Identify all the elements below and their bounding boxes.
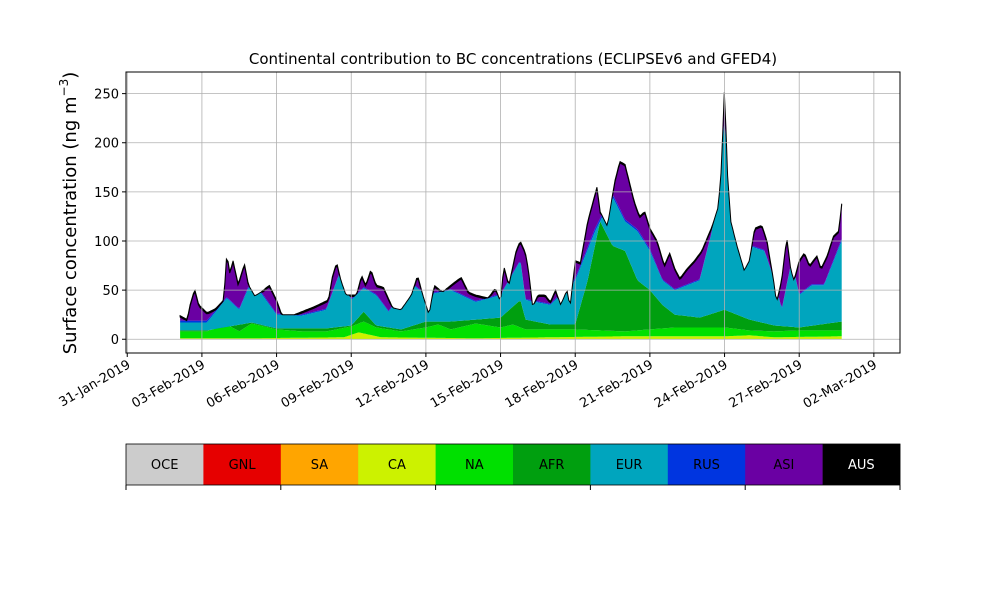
x-tick-label: 27-Feb-2019 <box>727 357 806 411</box>
y-tick-label: 100 <box>94 235 119 250</box>
legend-swatch-afr <box>513 444 591 485</box>
legend-swatch-oce <box>126 444 204 485</box>
legend-swatch-rus <box>667 444 746 485</box>
x-tick-label: 21-Feb-2019 <box>577 357 656 411</box>
legend-swatch-gnl <box>203 444 282 485</box>
legend-label-aus: AUS <box>848 458 875 473</box>
legend-swatch-aus <box>822 444 901 485</box>
x-tick-label: 18-Feb-2019 <box>503 357 582 411</box>
x-tick-label: 02-Mar-2019 <box>801 357 880 411</box>
x-axis-ticks: 31-Jan-201903-Feb-201906-Feb-201909-Feb-… <box>57 353 880 412</box>
legend-label-rus: RUS <box>693 458 720 473</box>
area-aus <box>179 92 843 322</box>
legend-label-eur: EUR <box>616 458 643 473</box>
legend-frame <box>125 443 901 486</box>
legend-label-asi: ASI <box>773 458 794 473</box>
x-tick-label: 24-Feb-2019 <box>652 357 731 411</box>
x-tick-label: 15-Feb-2019 <box>428 357 507 411</box>
area-eur <box>180 125 842 331</box>
legend-swatch-ca <box>358 444 436 485</box>
grid-lines <box>126 72 900 353</box>
y-tick-label: 0 <box>111 333 119 348</box>
y-tick-label: 200 <box>94 137 119 152</box>
chart-title: Continental contribution to BC concentra… <box>249 50 777 68</box>
x-tick-label: 06-Feb-2019 <box>204 357 283 411</box>
color-legend: OCE GNL SA CA NA AFR EUR RUS ASI AUS <box>125 443 901 490</box>
area-na <box>180 321 842 339</box>
x-tick-label: 03-Feb-2019 <box>129 357 208 411</box>
plot-area: 0 50 100 150 200 250 31-Jan-201903-Feb-201906… <box>57 71 901 412</box>
x-tick-label: 09-Feb-2019 <box>279 357 358 411</box>
legend-label-oce: OCE <box>151 458 179 473</box>
y-tick-label: 50 <box>102 284 119 299</box>
x-tick-label: 12-Feb-2019 <box>353 357 432 411</box>
y-axis-label-close: ) <box>60 72 81 79</box>
stacked-areas <box>179 92 843 340</box>
plot-frame <box>125 71 901 354</box>
legend-label-gnl: GNL <box>229 458 257 473</box>
legend-swatch-sa <box>280 444 359 485</box>
legend-swatch-asi <box>745 444 823 485</box>
legend-label-afr: AFR <box>539 458 564 473</box>
legend-label-na: NA <box>465 458 484 473</box>
y-tick-label: 250 <box>94 88 119 103</box>
x-tick-label: 31-Jan-2019 <box>57 357 134 410</box>
area-afr <box>180 221 842 332</box>
y-axis-ticks: 0 50 100 150 200 250 <box>94 88 126 348</box>
y-axis-label-sup: −3 <box>57 79 71 97</box>
y-axis-label-main: Surface concentration (ng m <box>60 96 81 354</box>
y-tick-label: 150 <box>94 186 119 201</box>
y-axis-label: Surface concentration (ng m−3) <box>57 72 81 355</box>
legend-label-sa: SA <box>311 458 328 473</box>
legend-label-ca: CA <box>388 458 406 473</box>
area-ca <box>180 332 842 340</box>
legend-swatch-eur <box>590 444 669 485</box>
legend-swatch-na <box>435 444 514 485</box>
